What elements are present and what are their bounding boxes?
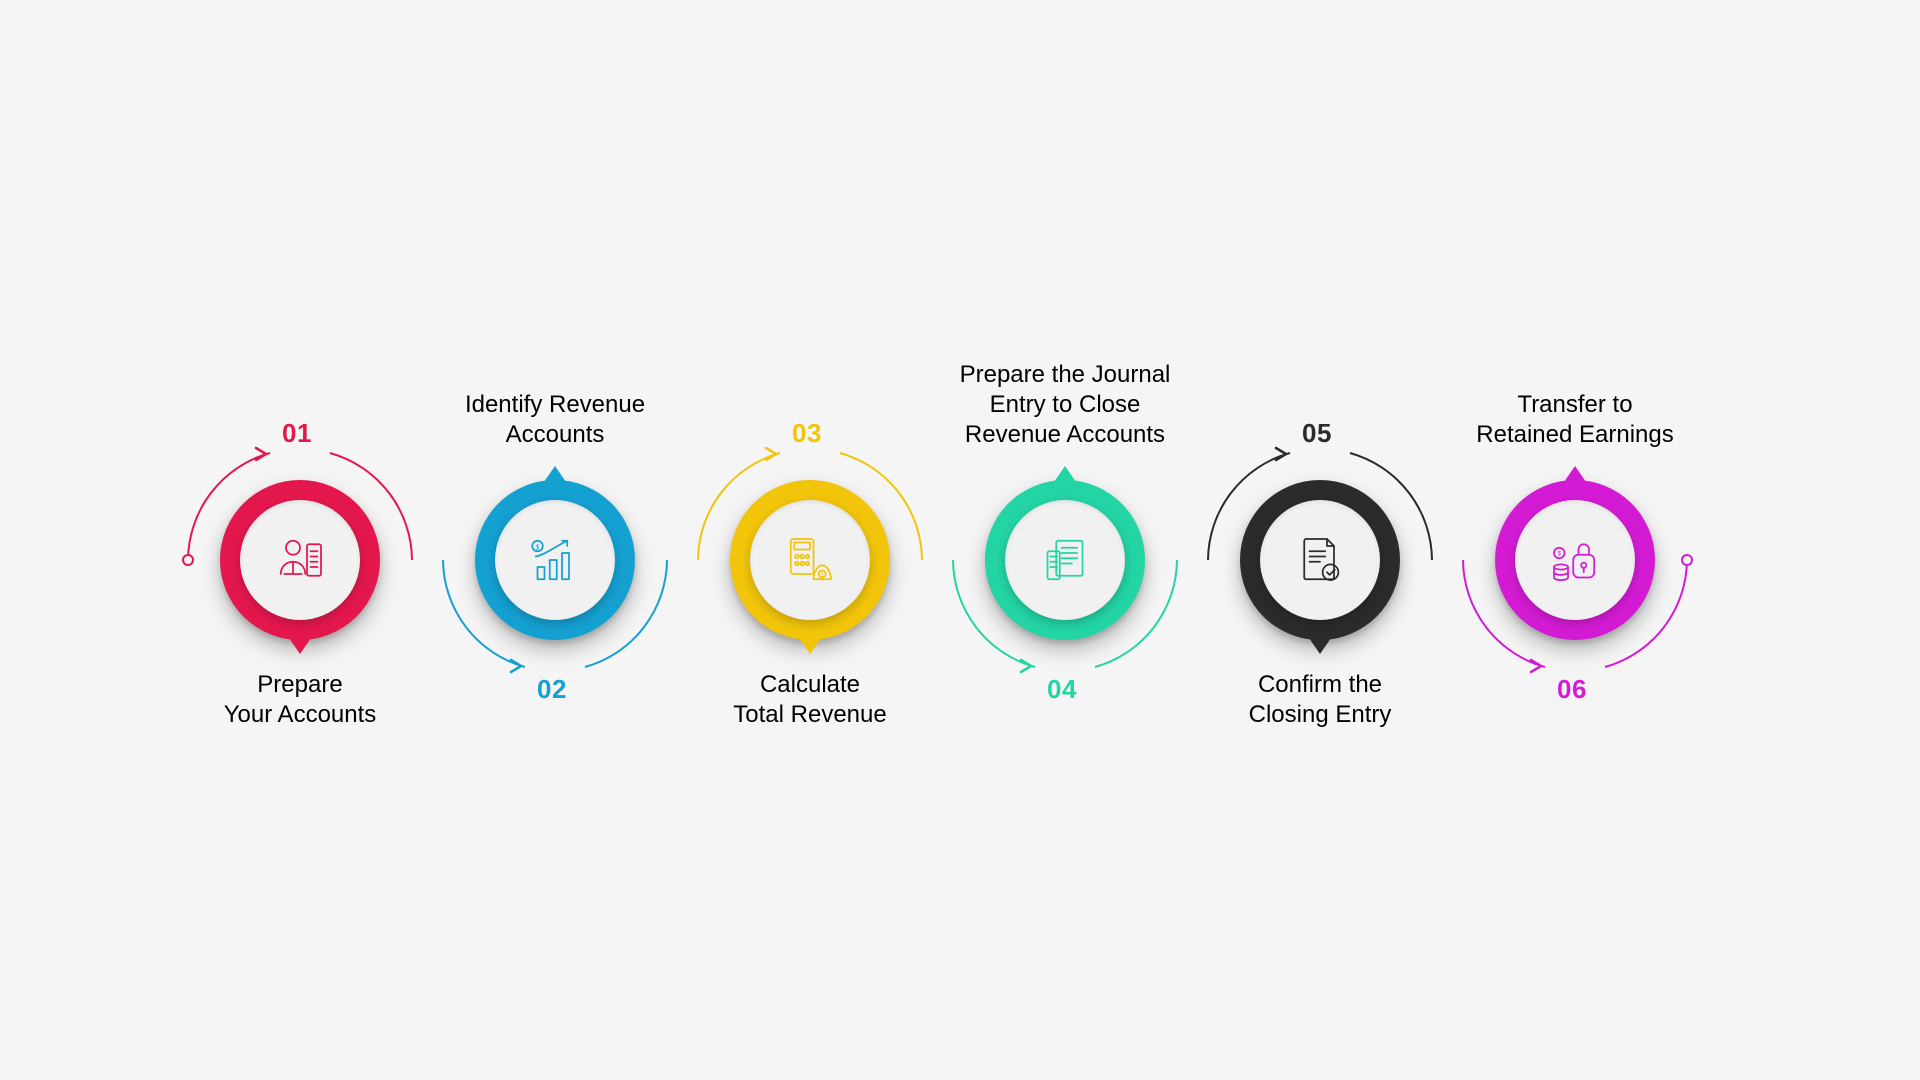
- ring-pointer: [799, 638, 821, 654]
- step-inner: [1260, 500, 1380, 620]
- ring-pointer: [544, 466, 566, 482]
- step-2: $Identify RevenueAccounts: [455, 480, 655, 640]
- infographic-canvas: PrepareYour Accounts01$Identify RevenueA…: [0, 0, 1920, 1080]
- step-1: PrepareYour Accounts: [200, 480, 400, 640]
- step-label: CalculateTotal Revenue: [670, 670, 950, 730]
- step-ring: $: [1495, 480, 1655, 640]
- ring-pointer: [1564, 466, 1586, 482]
- step-number: 03: [792, 418, 822, 449]
- step-label: Prepare the JournalEntry to CloseRevenue…: [925, 360, 1205, 450]
- svg-text:$: $: [821, 573, 824, 579]
- journal-doc-icon: [1037, 532, 1093, 588]
- doc-check-icon: [1292, 532, 1348, 588]
- person-clipboard-icon: [272, 532, 328, 588]
- step-ring: $: [730, 480, 890, 640]
- svg-text:$: $: [1558, 551, 1562, 558]
- step-label: PrepareYour Accounts: [160, 670, 440, 730]
- ring-pointer: [289, 638, 311, 654]
- step-ring: [220, 480, 380, 640]
- step-number: 05: [1302, 418, 1332, 449]
- step-inner: $: [1515, 500, 1635, 620]
- growth-chart-icon: $: [527, 532, 583, 588]
- step-number: 04: [1047, 674, 1077, 705]
- step-6: $Transfer toRetained Earnings: [1475, 480, 1675, 640]
- step-inner: [1005, 500, 1125, 620]
- coins-lock-icon: $: [1547, 532, 1603, 588]
- step-inner: [240, 500, 360, 620]
- svg-text:$: $: [536, 545, 540, 552]
- step-ring: [1240, 480, 1400, 640]
- step-ring: [985, 480, 1145, 640]
- calculator-money-icon: $: [782, 532, 838, 588]
- step-label: Identify RevenueAccounts: [415, 390, 695, 450]
- step-inner: $: [750, 500, 870, 620]
- step-3: $CalculateTotal Revenue: [710, 480, 910, 640]
- step-inner: $: [495, 500, 615, 620]
- step-5: Confirm theClosing Entry: [1220, 480, 1420, 640]
- step-number: 02: [537, 674, 567, 705]
- step-number: 06: [1557, 674, 1587, 705]
- ring-pointer: [1309, 638, 1331, 654]
- step-number: 01: [282, 418, 312, 449]
- step-4: Prepare the JournalEntry to CloseRevenue…: [965, 480, 1165, 640]
- ring-pointer: [1054, 466, 1076, 482]
- step-label: Confirm theClosing Entry: [1180, 670, 1460, 730]
- step-label: Transfer toRetained Earnings: [1435, 390, 1715, 450]
- step-ring: $: [475, 480, 635, 640]
